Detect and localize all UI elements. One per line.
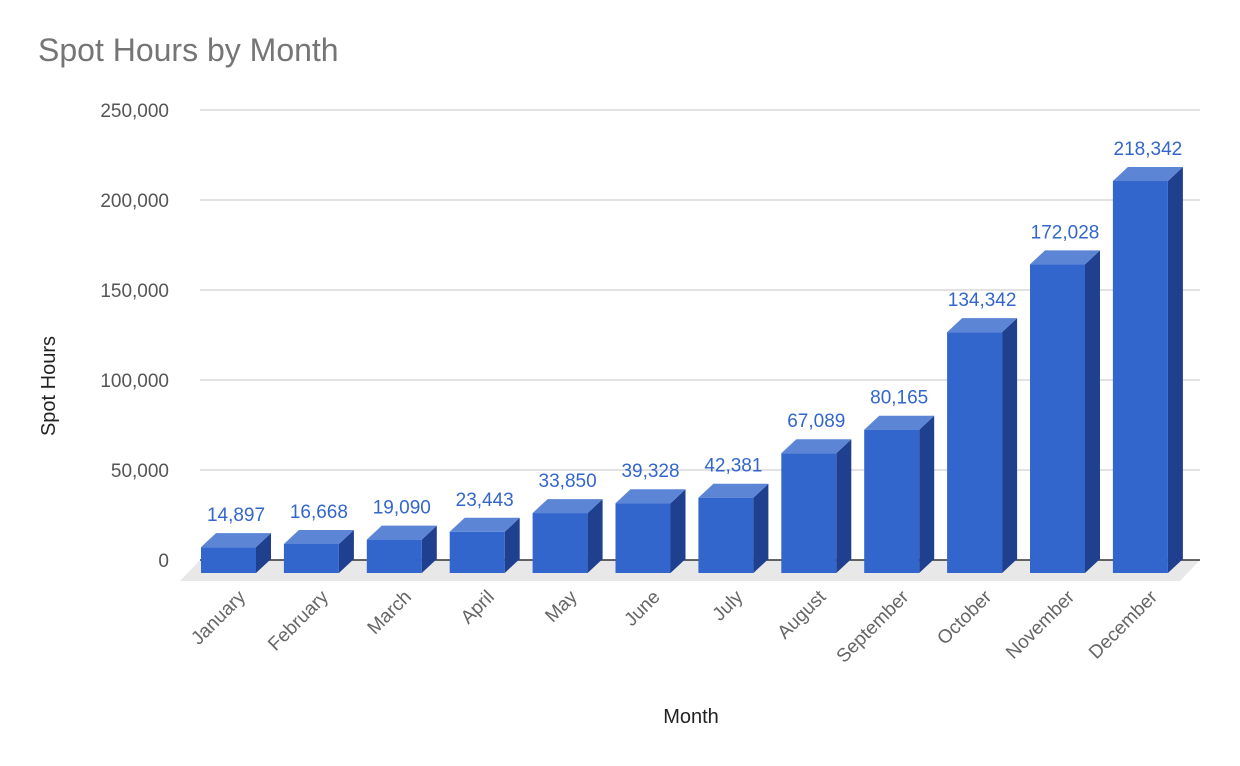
bar-october	[947, 318, 1018, 573]
bar-side	[919, 415, 935, 573]
y-tick-label: 100,000	[100, 371, 169, 392]
bar-august	[781, 439, 852, 573]
x-tick-label: March	[364, 587, 416, 639]
bar-side	[1002, 318, 1018, 573]
bar-march	[366, 525, 437, 573]
data-label: 14,897	[207, 505, 265, 526]
bar-january	[201, 533, 271, 573]
bar-side	[587, 499, 603, 573]
bar-april	[449, 517, 520, 573]
x-tick-label: April	[457, 587, 499, 629]
bar-november	[1030, 250, 1100, 573]
x-axis-categories: January February March April May June July Augu…	[187, 586, 1162, 667]
data-labels: 14,897 16,668 19,090 23,443 33,850 39,328 42,3…	[207, 139, 1182, 526]
data-label: 67,089	[787, 411, 845, 432]
bar-february	[283, 529, 354, 573]
bar-top	[532, 499, 603, 514]
bar-top	[947, 318, 1018, 333]
data-label: 33,850	[539, 471, 597, 492]
bar-side	[670, 489, 686, 573]
data-label: 42,381	[704, 456, 762, 477]
bar-front	[698, 497, 754, 573]
bar-top	[1112, 166, 1183, 181]
bar-front	[615, 503, 671, 573]
bar-front	[449, 531, 505, 573]
bar-top	[201, 533, 271, 548]
bar-may	[532, 499, 603, 573]
x-tick-label: June	[621, 587, 665, 631]
y-tick-label: 150,000	[100, 281, 169, 302]
bar-top	[864, 415, 935, 430]
x-axis-title: Month	[663, 706, 719, 728]
bar-side	[421, 525, 437, 573]
data-label: 16,668	[290, 502, 348, 523]
bar-september	[864, 415, 935, 573]
y-tick-label: 50,000	[111, 461, 169, 482]
bar-front	[781, 453, 837, 573]
bar-top	[283, 529, 354, 544]
data-label: 23,443	[456, 490, 514, 511]
data-label: 19,090	[373, 498, 431, 519]
bar-side	[256, 533, 271, 573]
x-tick-label: February	[264, 586, 333, 655]
y-axis-ticks: 0 50,000 100,000 150,000 200,000 250,000	[100, 101, 169, 572]
y-tick-label: 250,000	[100, 101, 169, 122]
y-axis-title: Spot Hours	[38, 336, 60, 436]
bar-front	[947, 332, 1003, 573]
x-tick-label: September	[833, 586, 914, 667]
data-label: 172,028	[1031, 222, 1100, 243]
chart-title: Spot Hours by Month	[38, 32, 339, 68]
bar-front	[201, 547, 256, 573]
bar-side	[504, 517, 520, 573]
bar-top	[366, 525, 437, 540]
bar-july	[698, 483, 769, 573]
y-tick-label: 200,000	[100, 191, 169, 212]
bar-june	[615, 489, 686, 573]
bar-front	[283, 543, 339, 573]
bar-december	[1112, 166, 1183, 573]
data-label: 134,342	[948, 290, 1017, 311]
x-tick-label: November	[1002, 586, 1079, 663]
x-tick-label: January	[187, 586, 250, 649]
bar-front	[532, 513, 588, 573]
data-label: 218,342	[1114, 139, 1183, 160]
x-tick-label: May	[541, 586, 582, 627]
bar-side	[836, 439, 852, 573]
x-tick-label: August	[774, 586, 831, 643]
y-tick-label: 0	[158, 551, 169, 572]
floor-plane	[180, 560, 1200, 581]
x-tick-label: December	[1085, 586, 1162, 663]
data-label: 39,328	[621, 461, 679, 482]
x-tick-label: July	[709, 586, 748, 625]
bar-top	[1030, 250, 1100, 265]
bar-front	[864, 429, 920, 573]
x-tick-label: October	[933, 586, 996, 649]
bar-top	[698, 483, 769, 498]
bar-side	[1085, 250, 1100, 573]
bar-side	[753, 483, 769, 573]
bar-top	[781, 439, 852, 454]
bar-top	[449, 517, 520, 532]
bar-top	[615, 489, 686, 504]
bar-front	[1112, 180, 1168, 573]
bar-front	[366, 539, 422, 573]
bars	[201, 166, 1183, 573]
bar-side	[338, 529, 354, 573]
data-label: 80,165	[870, 388, 928, 409]
bar-front	[1030, 264, 1085, 573]
bar-side	[1167, 166, 1183, 573]
